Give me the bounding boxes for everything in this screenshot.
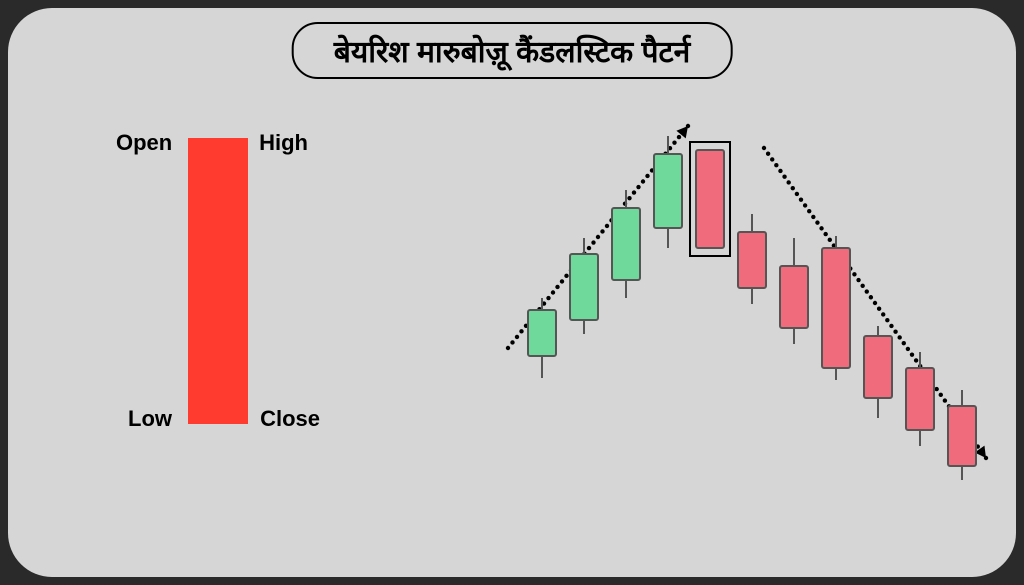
- diagram-canvas: बेयरिश मारुबोज़ू कैंडलस्टिक पैटर्न Open …: [8, 8, 1016, 577]
- candlestick-chart: [498, 118, 998, 498]
- label-high: High: [259, 130, 308, 156]
- marubozu-candle: Open High Low Close: [188, 138, 248, 424]
- label-open: Open: [116, 130, 172, 156]
- marubozu-svg: [188, 138, 248, 424]
- title-text: बेयरिश मारुबोज़ू कैंडलस्टिक पैटर्न: [334, 36, 691, 69]
- diagram-title: बेयरिश मारुबोज़ू कैंडलस्टिक पैटर्न: [292, 22, 733, 79]
- chart-svg: [498, 118, 998, 498]
- label-low: Low: [128, 406, 172, 432]
- label-close: Close: [260, 406, 320, 432]
